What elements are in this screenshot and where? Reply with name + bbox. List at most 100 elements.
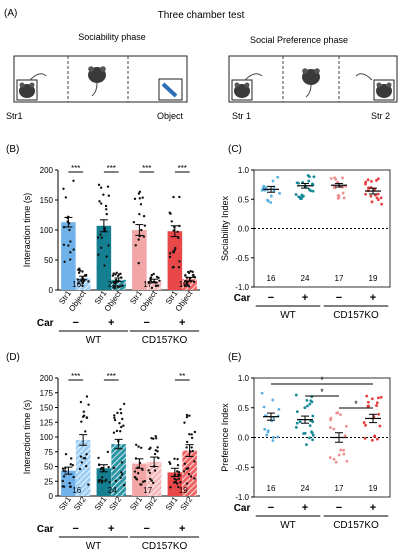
data-point — [112, 280, 115, 284]
y-tick-label: 150 — [40, 404, 54, 413]
data-point — [266, 198, 269, 202]
data-point — [332, 457, 336, 461]
data-point — [190, 446, 193, 449]
data-point — [142, 214, 146, 218]
data-point — [342, 448, 345, 452]
data-point — [363, 437, 367, 440]
data-point — [185, 440, 189, 444]
panel-e-scatter-chart: (E) -1.0 -0.5 0.0 0.5 1.0 Preference Index 16 24… — [220, 352, 391, 531]
data-point — [175, 478, 178, 482]
data-point — [137, 238, 140, 241]
data-point — [156, 450, 159, 453]
data-point — [336, 180, 340, 184]
data-point — [137, 261, 140, 265]
car-sign: − — [336, 292, 342, 304]
data-point — [375, 178, 378, 182]
data-point — [115, 429, 119, 433]
data-point — [119, 408, 122, 411]
y-tick-label: 200 — [40, 374, 54, 383]
data-point — [170, 220, 173, 223]
data-point — [370, 179, 373, 183]
data-point — [69, 463, 72, 466]
data-point — [178, 195, 181, 199]
data-point — [107, 465, 110, 469]
data-point — [376, 192, 380, 196]
data-point — [342, 196, 346, 200]
data-point — [139, 203, 143, 206]
data-point — [308, 424, 312, 428]
n-label: 16 — [267, 484, 276, 493]
data-point — [271, 179, 275, 183]
data-point — [305, 398, 309, 402]
data-point — [183, 421, 186, 424]
data-point — [379, 196, 383, 200]
data-point — [120, 471, 123, 474]
data-point — [271, 439, 275, 442]
data-point — [115, 271, 118, 274]
data-point — [341, 176, 344, 180]
group-label-wt: WT — [86, 335, 102, 346]
bar — [61, 222, 76, 290]
data-point — [191, 270, 194, 274]
mouse-icon — [302, 68, 320, 98]
cage-str1 — [231, 79, 253, 101]
cage-str1 — [16, 79, 38, 101]
data-point — [140, 228, 143, 232]
group-label-cd157ko: CD157KO — [142, 335, 188, 346]
data-point — [297, 181, 300, 185]
data-point — [103, 264, 106, 267]
bar — [111, 279, 126, 290]
data-point — [343, 434, 347, 438]
data-point — [141, 196, 144, 199]
data-point — [311, 434, 315, 437]
data-point — [182, 470, 186, 473]
data-point — [112, 414, 116, 417]
significance-label: *** — [71, 164, 80, 173]
data-point — [156, 284, 160, 287]
data-point — [154, 449, 157, 452]
data-point — [168, 255, 172, 259]
data-point — [277, 408, 281, 411]
car-sign: + — [108, 317, 114, 329]
data-point — [63, 260, 66, 264]
n-label: 16 — [72, 280, 81, 289]
data-point — [276, 435, 280, 439]
data-point — [175, 482, 179, 485]
bar — [146, 461, 162, 496]
data-point — [157, 276, 160, 280]
data-point — [276, 175, 280, 179]
mouse-tail — [355, 73, 373, 81]
data-point — [171, 250, 175, 253]
data-point — [308, 402, 312, 406]
data-point — [173, 249, 176, 252]
data-point — [68, 481, 71, 485]
y-tick-label: 25 — [44, 477, 53, 486]
x-tick-label: Object — [67, 288, 88, 313]
data-point — [176, 470, 179, 473]
data-point — [377, 412, 381, 416]
chamber-box-right — [228, 55, 398, 103]
data-point — [72, 475, 75, 479]
n-label: 17 — [143, 486, 152, 495]
data-point — [375, 437, 379, 441]
data-point — [311, 414, 315, 418]
bar — [96, 225, 112, 290]
data-point — [370, 438, 374, 442]
data-point — [310, 431, 314, 435]
data-point — [150, 286, 154, 290]
data-point — [133, 470, 137, 473]
panel-label: (B) — [6, 144, 19, 155]
data-point — [190, 436, 194, 440]
data-point — [168, 252, 172, 255]
data-point — [150, 273, 154, 277]
data-point — [70, 457, 73, 460]
data-point — [365, 394, 369, 398]
data-point — [152, 272, 155, 276]
data-point — [149, 446, 152, 450]
data-point — [122, 424, 125, 427]
data-point — [114, 278, 118, 282]
data-point — [120, 425, 123, 429]
data-point — [308, 436, 311, 440]
object-icon — [161, 82, 178, 98]
n-label: 24 — [301, 274, 310, 283]
